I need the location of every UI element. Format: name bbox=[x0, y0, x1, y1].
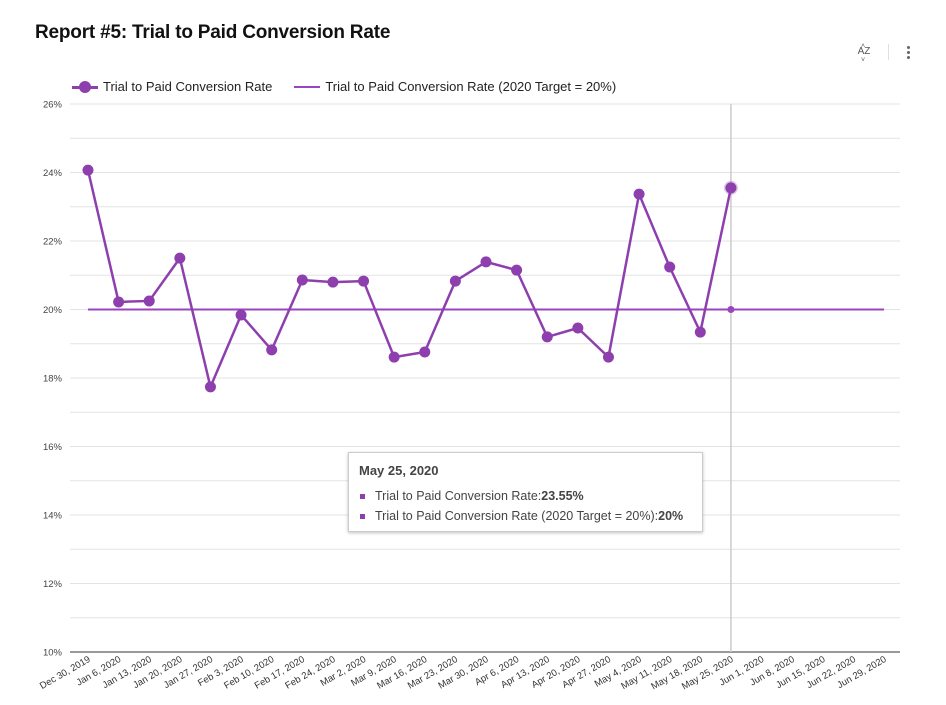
y-tick-label: 26% bbox=[43, 100, 63, 111]
data-point bbox=[358, 275, 370, 287]
chart-legend: Trial to Paid Conversion Rate Trial to P… bbox=[72, 79, 638, 94]
sort-az-icon[interactable]: ˄ AZ ˅ bbox=[857, 43, 871, 64]
tooltip-label: Trial to Paid Conversion Rate (2020 Targ… bbox=[375, 509, 659, 523]
more-vert-icon[interactable] bbox=[906, 45, 910, 59]
y-tick-label: 16% bbox=[43, 442, 63, 453]
data-point bbox=[204, 381, 216, 393]
y-tick-label: 10% bbox=[43, 648, 63, 659]
line-swatch-icon bbox=[294, 85, 321, 88]
y-tick-label: 24% bbox=[43, 168, 63, 179]
data-point bbox=[296, 274, 308, 286]
conversion-series-line bbox=[86, 169, 733, 389]
legend-label: Trial to Paid Conversion Rate (2020 Targ… bbox=[325, 79, 617, 94]
target-hover-point bbox=[727, 306, 735, 313]
y-tick-label: 18% bbox=[43, 374, 63, 385]
data-point bbox=[633, 188, 645, 200]
series-color-icon bbox=[360, 513, 365, 519]
data-point bbox=[694, 326, 706, 338]
toolbar-divider bbox=[888, 44, 889, 60]
data-point bbox=[143, 295, 155, 307]
data-point bbox=[602, 351, 614, 363]
data-point bbox=[235, 309, 247, 321]
y-axis-ticks: 10% 12% 14% 16% 18% 20% 22% 24% 26% bbox=[43, 100, 63, 659]
line-marker-swatch-icon bbox=[72, 80, 98, 94]
legend-item-conversion-rate[interactable]: Trial to Paid Conversion Rate bbox=[72, 79, 272, 94]
y-tick-label: 22% bbox=[43, 237, 63, 248]
data-point bbox=[266, 344, 278, 356]
y-tick-label: 12% bbox=[43, 579, 63, 590]
data-point bbox=[541, 331, 553, 343]
data-point bbox=[725, 182, 737, 194]
data-point bbox=[419, 346, 431, 358]
legend-label: Trial to Paid Conversion Rate bbox=[103, 79, 273, 94]
data-point bbox=[113, 296, 125, 308]
data-point bbox=[511, 264, 523, 276]
y-tick-label: 14% bbox=[43, 511, 63, 522]
series bbox=[82, 164, 884, 393]
data-point bbox=[82, 164, 94, 176]
report-title: Report #5: Trial to Paid Conversion Rate bbox=[35, 22, 391, 43]
tooltip-label: Trial to Paid Conversion Rate: bbox=[375, 489, 542, 503]
chart-toolbar: ˄ AZ ˅ bbox=[856, 42, 910, 64]
data-point bbox=[327, 276, 339, 288]
tooltip-value: 23.55% bbox=[541, 489, 584, 503]
data-point bbox=[480, 256, 492, 268]
legend-item-target[interactable]: Trial to Paid Conversion Rate (2020 Targ… bbox=[294, 79, 616, 94]
tooltip-row-target: Trial to Paid Conversion Rate (2020 Targ… bbox=[359, 506, 692, 526]
gridlines bbox=[70, 103, 900, 653]
data-point bbox=[664, 261, 676, 273]
y-tick-label: 20% bbox=[43, 305, 63, 316]
data-point bbox=[449, 275, 461, 287]
tooltip-row-conversion: Trial to Paid Conversion Rate: 23.55% bbox=[359, 486, 692, 506]
data-point bbox=[174, 252, 186, 264]
tooltip-value: 20% bbox=[658, 509, 684, 523]
series-color-icon bbox=[360, 493, 365, 499]
data-point bbox=[572, 322, 584, 334]
tooltip-date: May 25, 2020 bbox=[359, 463, 439, 478]
data-point bbox=[388, 351, 400, 363]
hover-tooltip: May 25, 2020 Trial to Paid Conversion Ra… bbox=[348, 452, 703, 532]
